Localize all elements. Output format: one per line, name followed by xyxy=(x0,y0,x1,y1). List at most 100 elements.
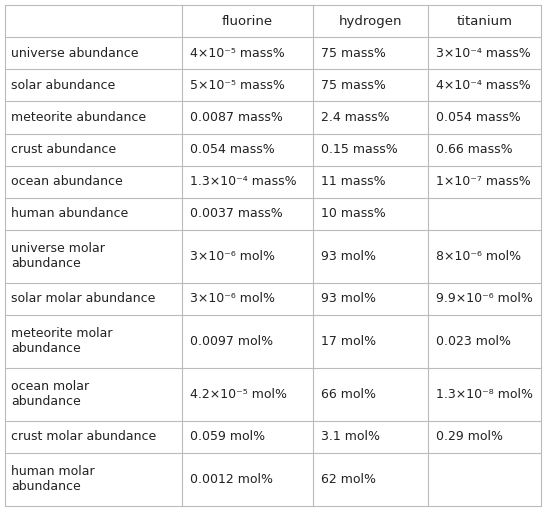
Text: 66 mol%: 66 mol% xyxy=(321,388,376,401)
Bar xyxy=(182,368,313,421)
Text: 0.0087 mass%: 0.0087 mass% xyxy=(190,111,283,124)
Bar xyxy=(428,37,541,69)
Bar xyxy=(313,69,428,101)
Text: fluorine: fluorine xyxy=(222,15,273,28)
Bar xyxy=(5,101,182,133)
Bar xyxy=(5,37,182,69)
Bar xyxy=(5,453,182,506)
Text: 93 mol%: 93 mol% xyxy=(321,292,376,306)
Bar xyxy=(182,133,313,166)
Bar xyxy=(428,315,541,368)
Bar xyxy=(428,453,541,506)
Text: ocean molar
abundance: ocean molar abundance xyxy=(11,380,89,408)
Text: 4×10⁻⁵ mass%: 4×10⁻⁵ mass% xyxy=(190,47,285,60)
Text: 75 mass%: 75 mass% xyxy=(321,79,386,92)
Bar xyxy=(182,230,313,283)
Text: crust molar abundance: crust molar abundance xyxy=(11,430,156,444)
Bar xyxy=(428,69,541,101)
Text: 3×10⁻⁴ mass%: 3×10⁻⁴ mass% xyxy=(436,47,531,60)
Bar xyxy=(5,5,182,37)
Bar xyxy=(428,133,541,166)
Text: meteorite abundance: meteorite abundance xyxy=(11,111,146,124)
Bar xyxy=(182,315,313,368)
Bar xyxy=(5,421,182,453)
Text: 0.66 mass%: 0.66 mass% xyxy=(436,143,513,156)
Text: 0.0012 mol%: 0.0012 mol% xyxy=(190,473,273,486)
Bar xyxy=(313,283,428,315)
Bar xyxy=(428,230,541,283)
Bar xyxy=(313,101,428,133)
Text: 5×10⁻⁵ mass%: 5×10⁻⁵ mass% xyxy=(190,79,285,92)
Bar xyxy=(182,421,313,453)
Bar xyxy=(428,198,541,230)
Bar xyxy=(428,101,541,133)
Text: 1×10⁻⁷ mass%: 1×10⁻⁷ mass% xyxy=(436,175,531,188)
Text: titanium: titanium xyxy=(456,15,512,28)
Bar xyxy=(428,166,541,198)
Text: human abundance: human abundance xyxy=(11,207,128,220)
Bar xyxy=(313,230,428,283)
Text: 8×10⁻⁶ mol%: 8×10⁻⁶ mol% xyxy=(436,250,521,263)
Text: 1.3×10⁻⁴ mass%: 1.3×10⁻⁴ mass% xyxy=(190,175,296,188)
Bar xyxy=(313,133,428,166)
Text: 9.9×10⁻⁶ mol%: 9.9×10⁻⁶ mol% xyxy=(436,292,533,306)
Bar xyxy=(428,421,541,453)
Text: 3.1 mol%: 3.1 mol% xyxy=(321,430,380,444)
Bar xyxy=(5,133,182,166)
Text: universe abundance: universe abundance xyxy=(11,47,138,60)
Text: 0.29 mol%: 0.29 mol% xyxy=(436,430,503,444)
Text: 2.4 mass%: 2.4 mass% xyxy=(321,111,390,124)
Text: 0.054 mass%: 0.054 mass% xyxy=(190,143,275,156)
Bar xyxy=(5,315,182,368)
Bar xyxy=(182,5,313,37)
Bar xyxy=(5,368,182,421)
Bar xyxy=(182,37,313,69)
Bar xyxy=(313,198,428,230)
Bar xyxy=(182,166,313,198)
Text: crust abundance: crust abundance xyxy=(11,143,116,156)
Text: 3×10⁻⁶ mol%: 3×10⁻⁶ mol% xyxy=(190,250,275,263)
Text: universe molar
abundance: universe molar abundance xyxy=(11,242,105,270)
Text: 4.2×10⁻⁵ mol%: 4.2×10⁻⁵ mol% xyxy=(190,388,287,401)
Text: 0.0097 mol%: 0.0097 mol% xyxy=(190,335,273,348)
Bar xyxy=(182,283,313,315)
Bar xyxy=(313,368,428,421)
Bar xyxy=(313,421,428,453)
Bar xyxy=(428,368,541,421)
Bar xyxy=(428,283,541,315)
Text: 0.059 mol%: 0.059 mol% xyxy=(190,430,265,444)
Bar xyxy=(182,198,313,230)
Text: 0.15 mass%: 0.15 mass% xyxy=(321,143,398,156)
Text: 75 mass%: 75 mass% xyxy=(321,47,386,60)
Bar xyxy=(313,315,428,368)
Bar xyxy=(5,69,182,101)
Text: 93 mol%: 93 mol% xyxy=(321,250,376,263)
Text: human molar
abundance: human molar abundance xyxy=(11,466,94,494)
Bar xyxy=(182,101,313,133)
Text: solar molar abundance: solar molar abundance xyxy=(11,292,155,306)
Bar xyxy=(5,166,182,198)
Bar xyxy=(313,453,428,506)
Text: 1.3×10⁻⁸ mol%: 1.3×10⁻⁸ mol% xyxy=(436,388,533,401)
Bar xyxy=(5,198,182,230)
Bar xyxy=(313,37,428,69)
Bar xyxy=(182,453,313,506)
Bar xyxy=(313,5,428,37)
Bar xyxy=(182,69,313,101)
Text: 0.023 mol%: 0.023 mol% xyxy=(436,335,511,348)
Bar xyxy=(313,166,428,198)
Bar xyxy=(5,283,182,315)
Text: 0.054 mass%: 0.054 mass% xyxy=(436,111,521,124)
Text: 0.0037 mass%: 0.0037 mass% xyxy=(190,207,283,220)
Text: 17 mol%: 17 mol% xyxy=(321,335,376,348)
Text: meteorite molar
abundance: meteorite molar abundance xyxy=(11,328,112,355)
Text: solar abundance: solar abundance xyxy=(11,79,115,92)
Text: 62 mol%: 62 mol% xyxy=(321,473,376,486)
Bar xyxy=(5,230,182,283)
Text: ocean abundance: ocean abundance xyxy=(11,175,122,188)
Text: 11 mass%: 11 mass% xyxy=(321,175,386,188)
Text: hydrogen: hydrogen xyxy=(339,15,402,28)
Text: 3×10⁻⁶ mol%: 3×10⁻⁶ mol% xyxy=(190,292,275,306)
Text: 10 mass%: 10 mass% xyxy=(321,207,386,220)
Text: 4×10⁻⁴ mass%: 4×10⁻⁴ mass% xyxy=(436,79,531,92)
